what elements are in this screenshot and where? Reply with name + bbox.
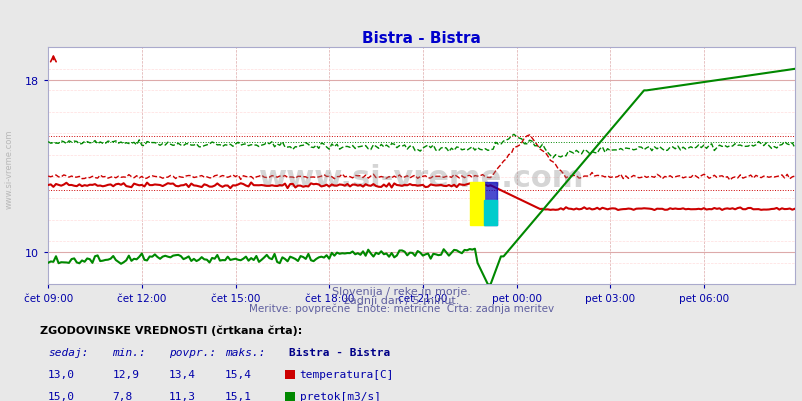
- Text: min.:: min.:: [112, 347, 146, 357]
- Bar: [469, 183, 483, 225]
- Bar: [483, 183, 496, 225]
- Text: 12,9: 12,9: [112, 369, 140, 379]
- Text: 15,1: 15,1: [225, 391, 252, 401]
- Text: 13,4: 13,4: [168, 369, 196, 379]
- Text: zadnji dan / 5 minut.: zadnji dan / 5 minut.: [343, 295, 459, 305]
- Text: Slovenija / reke in morje.: Slovenija / reke in morje.: [332, 287, 470, 297]
- Text: Meritve: povprečne  Enote: metrične  Črta: zadnja meritev: Meritve: povprečne Enote: metrične Črta:…: [249, 301, 553, 313]
- Text: 15,4: 15,4: [225, 369, 252, 379]
- Title: Bistra - Bistra: Bistra - Bistra: [362, 30, 480, 46]
- Text: 15,0: 15,0: [48, 391, 75, 401]
- Text: 7,8: 7,8: [112, 391, 132, 401]
- Text: maks.:: maks.:: [225, 347, 265, 357]
- Text: 13,0: 13,0: [48, 369, 75, 379]
- Bar: [483, 200, 496, 225]
- Text: Bistra - Bistra: Bistra - Bistra: [289, 347, 390, 357]
- Text: ZGODOVINSKE VREDNOSTI (črtkana črta):: ZGODOVINSKE VREDNOSTI (črtkana črta):: [40, 324, 302, 335]
- Text: povpr.:: povpr.:: [168, 347, 216, 357]
- Text: www.si-vreme.com: www.si-vreme.com: [5, 129, 14, 208]
- Text: sedaj:: sedaj:: [48, 347, 88, 357]
- Text: 11,3: 11,3: [168, 391, 196, 401]
- Text: www.si-vreme.com: www.si-vreme.com: [258, 164, 584, 193]
- Text: pretok[m3/s]: pretok[m3/s]: [299, 391, 380, 401]
- Text: temperatura[C]: temperatura[C]: [299, 369, 394, 379]
